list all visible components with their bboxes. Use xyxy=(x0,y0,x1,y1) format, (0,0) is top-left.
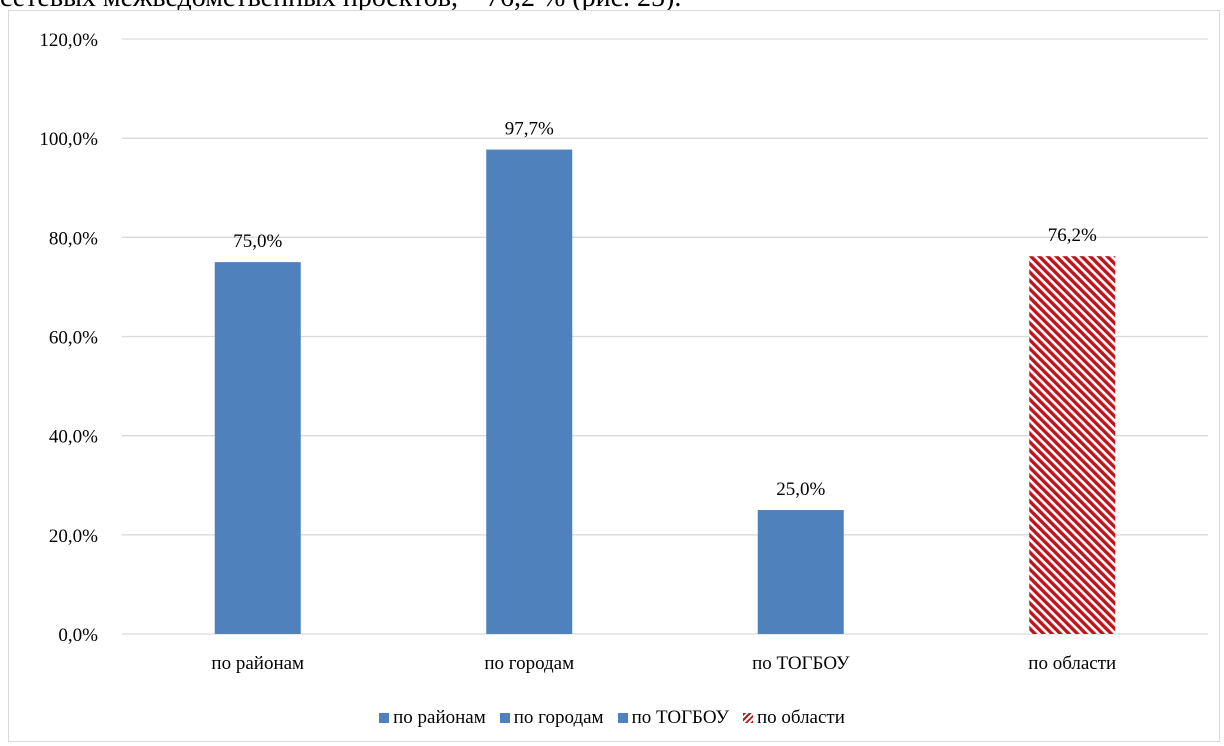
legend-item: по области xyxy=(742,707,845,729)
legend-swatch xyxy=(499,713,510,723)
x-tick-label: по ТОГБОУ xyxy=(752,653,850,674)
y-tick-label: 20,0% xyxy=(49,526,98,547)
y-tick-label: 80,0% xyxy=(49,228,98,249)
legend-item: по городам xyxy=(499,707,604,729)
legend-label: по городам xyxy=(513,707,604,728)
x-axis-ticks: по районам по городам по ТОГБОУ по области xyxy=(211,653,1116,674)
data-label: 97,7% xyxy=(505,119,554,140)
data-label: 76,2% xyxy=(1048,225,1097,246)
x-tick-label: по городам xyxy=(484,653,574,674)
y-tick-label: 40,0% xyxy=(49,427,98,448)
legend-swatch xyxy=(742,713,753,723)
bar-2 xyxy=(486,149,573,634)
x-tick-label: по районам xyxy=(211,653,304,674)
data-label: 25,0% xyxy=(776,479,825,500)
y-tick-label: 100,0% xyxy=(39,129,98,150)
legend-label: по области xyxy=(756,707,845,728)
bars xyxy=(214,149,1116,634)
data-labels: 75,0% 97,7% 25,0% 76,2% xyxy=(233,119,1097,500)
y-tick-label: 60,0% xyxy=(49,328,98,349)
y-tick-label: 0,0% xyxy=(58,625,98,646)
preceding-text-line: сетевых межведомственных проектов, – 76,… xyxy=(0,0,1224,18)
bar-3 xyxy=(757,510,844,634)
legend-label: по ТОГБОУ xyxy=(631,707,729,728)
gridlines xyxy=(122,38,1208,635)
y-tick-label: 120,0% xyxy=(39,30,98,51)
legend-swatch xyxy=(617,713,628,723)
chart-legend: по районам по городам по ТОГБОУ по области xyxy=(0,706,1224,730)
y-axis-ticks: 0,0% 20,0% 40,0% 60,0% 80,0% 100,0% 120,0% xyxy=(39,30,98,646)
legend-item: по ТОГБОУ xyxy=(617,707,729,729)
chart-frame xyxy=(8,10,1220,742)
data-label: 75,0% xyxy=(233,231,282,252)
bar-1 xyxy=(214,262,301,634)
legend-item: по районам xyxy=(379,707,486,729)
x-tick-label: по области xyxy=(1028,653,1116,674)
bar-4 xyxy=(1029,256,1116,634)
legend-label: по районам xyxy=(393,707,486,728)
legend-swatch xyxy=(379,713,390,723)
